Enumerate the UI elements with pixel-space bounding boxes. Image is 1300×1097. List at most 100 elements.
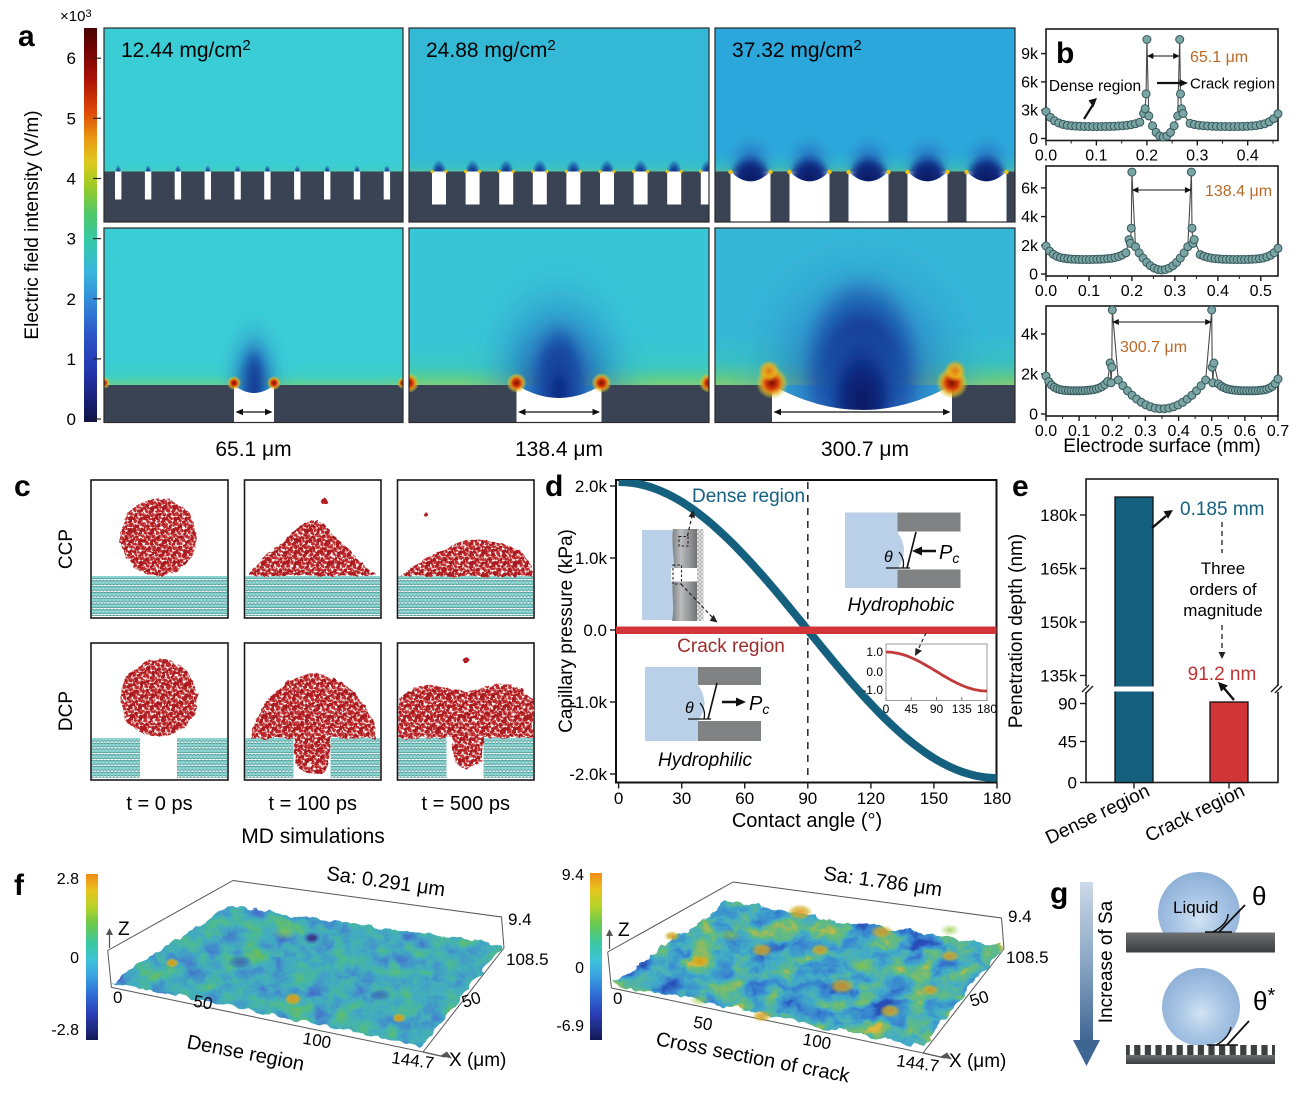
svg-text:138.4 μm: 138.4 μm (1205, 183, 1272, 200)
svg-text:f: f (14, 869, 25, 902)
svg-text:0.0: 0.0 (1035, 148, 1057, 165)
svg-text:Increase of Sa: Increase of Sa (1096, 900, 1117, 1023)
svg-text:Three: Three (1201, 559, 1245, 578)
svg-text:0.1: 0.1 (1085, 148, 1107, 165)
svg-text:0: 0 (614, 789, 623, 808)
svg-text:d: d (545, 470, 563, 503)
svg-text:X (μm): X (μm) (449, 1050, 506, 1071)
svg-text:65.1 μm: 65.1 μm (1190, 49, 1248, 66)
svg-text:300.7 μm: 300.7 μm (1120, 339, 1187, 356)
svg-text:-2.8: -2.8 (51, 1022, 79, 1039)
svg-text:2.0k: 2.0k (575, 477, 608, 496)
svg-text:9.4: 9.4 (562, 867, 584, 884)
svg-text:0: 0 (70, 950, 79, 967)
svg-text:magnitude: magnitude (1183, 601, 1262, 620)
svg-text:Penetration depth (nm): Penetration depth (nm) (1006, 534, 1027, 728)
svg-text:0.5: 0.5 (1250, 283, 1272, 300)
svg-text:9.4: 9.4 (508, 910, 532, 929)
svg-text:180: 180 (983, 789, 1011, 808)
svg-text:DCP: DCP (56, 691, 77, 731)
svg-text:0.6: 0.6 (1234, 423, 1256, 440)
svg-text:60: 60 (735, 789, 754, 808)
svg-text:6k: 6k (1021, 74, 1039, 91)
svg-text:t = 0 ps: t = 0 ps (126, 793, 192, 815)
svg-text:0.2: 0.2 (1101, 423, 1123, 440)
svg-text:0.7: 0.7 (1267, 423, 1289, 440)
svg-text:65.1 μm: 65.1 μm (215, 438, 291, 461)
svg-text:Crack region: Crack region (677, 636, 785, 657)
svg-text:a: a (18, 20, 35, 53)
svg-text:135: 135 (952, 702, 972, 716)
svg-text:Crack region: Crack region (1190, 76, 1275, 93)
svg-text:50: 50 (967, 987, 991, 1011)
svg-text:1.0k: 1.0k (575, 549, 608, 568)
svg-text:0.4: 0.4 (1167, 423, 1189, 440)
svg-text:0.0: 0.0 (866, 665, 883, 679)
svg-text:t = 500 ps: t = 500 ps (422, 793, 510, 815)
svg-text:0: 0 (1029, 267, 1038, 284)
svg-text:108.5: 108.5 (1006, 948, 1049, 967)
svg-text:0: 0 (113, 988, 122, 1007)
svg-text:45: 45 (1058, 733, 1077, 752)
svg-text:9k: 9k (1021, 46, 1039, 63)
svg-text:150: 150 (920, 789, 948, 808)
svg-text:180k: 180k (1040, 506, 1077, 525)
svg-text:θ: θ (1252, 881, 1266, 911)
svg-text:0: 0 (1029, 407, 1038, 424)
svg-text:1.0: 1.0 (866, 645, 883, 659)
svg-text:0.5: 0.5 (1201, 423, 1223, 440)
svg-text:0.3: 0.3 (1134, 423, 1156, 440)
svg-text:91.2 nm: 91.2 nm (1188, 664, 1257, 685)
svg-text:9.4: 9.4 (1008, 907, 1032, 926)
svg-text:0.3: 0.3 (1164, 283, 1186, 300)
svg-text:90: 90 (798, 789, 817, 808)
svg-text:Electrode surface (mm): Electrode surface (mm) (1063, 436, 1260, 457)
svg-text:0: 0 (67, 410, 76, 429)
svg-text:0.0: 0.0 (1035, 283, 1057, 300)
svg-text:150k: 150k (1040, 613, 1077, 632)
svg-text:Contact angle (°): Contact angle (°) (732, 810, 882, 832)
svg-text:300.7 μm: 300.7 μm (821, 438, 909, 461)
svg-text:24.88 mg/cm2: 24.88 mg/cm2 (426, 37, 556, 62)
svg-text:0: 0 (613, 989, 622, 1008)
svg-text:-6.9: -6.9 (556, 1018, 584, 1035)
svg-text:MD simulations: MD simulations (241, 825, 385, 848)
svg-text:orders of: orders of (1189, 580, 1256, 599)
svg-text:138.4 μm: 138.4 μm (515, 438, 603, 461)
svg-text:2k: 2k (1021, 238, 1039, 255)
svg-text:45: 45 (905, 702, 919, 716)
svg-text:Hydrophilic: Hydrophilic (658, 750, 752, 771)
svg-text:90: 90 (1058, 695, 1077, 714)
svg-text:50: 50 (459, 988, 483, 1012)
svg-text:Electric field intensity (V/m): Electric field intensity (V/m) (22, 110, 43, 339)
svg-text:50: 50 (192, 992, 214, 1014)
svg-text:e: e (1012, 470, 1029, 503)
svg-text:6k: 6k (1021, 180, 1039, 197)
svg-text:-1.0k: -1.0k (569, 693, 607, 712)
svg-text:t = 100 ps: t = 100 ps (269, 793, 357, 815)
svg-text:×103: ×103 (60, 8, 92, 25)
svg-text:135k: 135k (1040, 667, 1077, 686)
svg-text:6: 6 (67, 49, 76, 68)
svg-text:165k: 165k (1040, 560, 1077, 579)
svg-text:3: 3 (67, 230, 76, 249)
svg-text:120: 120 (857, 789, 885, 808)
svg-text:2: 2 (67, 290, 76, 309)
svg-text:0.1: 0.1 (1078, 283, 1100, 300)
svg-text:90: 90 (930, 702, 944, 716)
svg-text:c: c (14, 470, 31, 503)
svg-text:Liquid: Liquid (1173, 898, 1218, 917)
svg-text:30: 30 (672, 789, 691, 808)
svg-text:0: 0 (1068, 774, 1077, 793)
svg-text:Z: Z (618, 920, 630, 941)
svg-text:4k: 4k (1021, 327, 1039, 344)
svg-text:-1.0: -1.0 (862, 683, 883, 697)
svg-text:X (μm): X (μm) (949, 1051, 1006, 1072)
svg-text:0: 0 (575, 960, 584, 977)
svg-text:0: 0 (1029, 131, 1038, 148)
svg-text:Dense region: Dense region (692, 486, 805, 507)
svg-text:θ: θ (685, 700, 694, 717)
svg-text:Hydrophobic: Hydrophobic (848, 595, 955, 616)
svg-text:108.5: 108.5 (506, 950, 549, 969)
svg-text:g: g (1050, 877, 1068, 910)
